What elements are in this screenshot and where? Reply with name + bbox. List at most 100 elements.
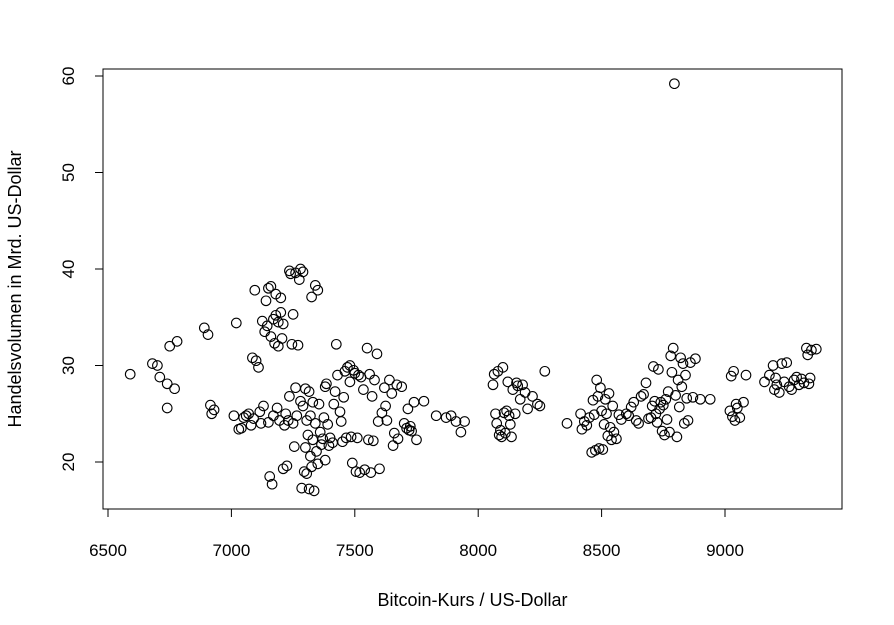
data-point	[440, 412, 452, 423]
data-point	[154, 371, 166, 383]
data-point	[296, 482, 308, 494]
data-point	[681, 392, 693, 404]
data-point	[690, 353, 701, 365]
data-point	[804, 372, 816, 384]
data-point	[660, 393, 672, 405]
data-point	[773, 387, 785, 398]
data-point	[670, 390, 681, 401]
data-point	[687, 391, 699, 403]
data-point	[335, 416, 347, 427]
data-point	[534, 400, 546, 412]
data-point	[260, 295, 272, 307]
data-point	[380, 400, 391, 412]
data-point	[254, 406, 266, 418]
data-point	[316, 439, 327, 450]
data-point	[330, 338, 342, 350]
data-point	[628, 396, 640, 408]
data-point	[503, 410, 515, 422]
data-point	[608, 426, 620, 438]
data-point	[363, 434, 374, 446]
data-point	[247, 352, 258, 364]
data-point	[281, 460, 293, 472]
y-axis: 20 30 40 50 60	[59, 67, 104, 471]
data-point	[388, 427, 400, 439]
data-point	[497, 362, 509, 373]
data-point	[512, 380, 524, 392]
data-point	[277, 318, 289, 330]
data-point	[306, 461, 317, 473]
x-tick-label: 7500	[336, 541, 374, 560]
y-tick-label: 50	[59, 163, 78, 182]
data-point	[312, 458, 324, 470]
data-point	[522, 403, 533, 415]
data-point	[312, 284, 324, 296]
data-point	[678, 418, 690, 429]
data-point	[263, 282, 274, 294]
data-point	[455, 426, 467, 438]
x-tick-label: 7000	[212, 541, 250, 560]
data-point	[340, 432, 352, 444]
data-point	[561, 418, 573, 429]
data-point	[329, 386, 341, 397]
data-point	[387, 440, 399, 451]
data-point	[411, 434, 422, 446]
data-point	[259, 326, 271, 338]
data-point	[671, 431, 683, 443]
data-point	[271, 402, 283, 414]
data-point	[198, 322, 210, 334]
data-point	[249, 284, 261, 296]
data-point	[372, 416, 384, 427]
y-tick-label: 40	[59, 260, 78, 279]
data-point	[266, 478, 278, 490]
data-point	[731, 402, 743, 414]
data-point	[379, 382, 390, 394]
data-point	[509, 408, 521, 420]
data-point	[581, 419, 593, 431]
data-point	[725, 370, 737, 382]
data-point	[630, 415, 642, 426]
data-point	[595, 382, 606, 394]
data-point	[649, 395, 661, 407]
data-point	[734, 412, 746, 423]
data-point	[673, 401, 685, 413]
data-point	[245, 419, 257, 431]
data-point	[704, 393, 716, 405]
data-point	[161, 378, 173, 390]
data-point	[384, 374, 395, 386]
data-point	[664, 426, 675, 438]
data-point	[381, 415, 393, 426]
data-point	[376, 407, 388, 419]
data-point	[359, 464, 371, 476]
data-point	[607, 400, 619, 412]
data-point	[269, 337, 280, 349]
data-point	[724, 405, 736, 417]
data-point	[728, 365, 739, 377]
data-point	[806, 344, 817, 356]
data-point	[285, 268, 296, 280]
data-point	[171, 336, 183, 347]
data-point	[309, 418, 321, 429]
x-tick-label: 9000	[706, 541, 744, 560]
x-axis-title: Bitcoin-Kurs / US-Dollar	[377, 590, 567, 610]
data-point	[640, 377, 652, 389]
data-point	[265, 331, 277, 342]
data-point	[314, 426, 326, 438]
data-point	[633, 418, 644, 429]
data-point	[506, 431, 517, 443]
y-tick-label: 30	[59, 356, 78, 375]
data-point	[487, 379, 499, 391]
data-point	[161, 402, 173, 414]
data-point	[391, 379, 403, 391]
y-axis-title: Handelsvolumen in Mrd. US-Dollar	[5, 150, 25, 427]
data-point	[651, 417, 663, 428]
data-point	[275, 292, 287, 304]
data-point	[402, 403, 414, 415]
plot-frame	[102, 68, 843, 510]
data-point	[661, 414, 673, 425]
data-point	[295, 263, 306, 275]
x-tick-label: 8000	[459, 541, 497, 560]
data-point	[514, 393, 526, 405]
data-point	[305, 410, 316, 422]
